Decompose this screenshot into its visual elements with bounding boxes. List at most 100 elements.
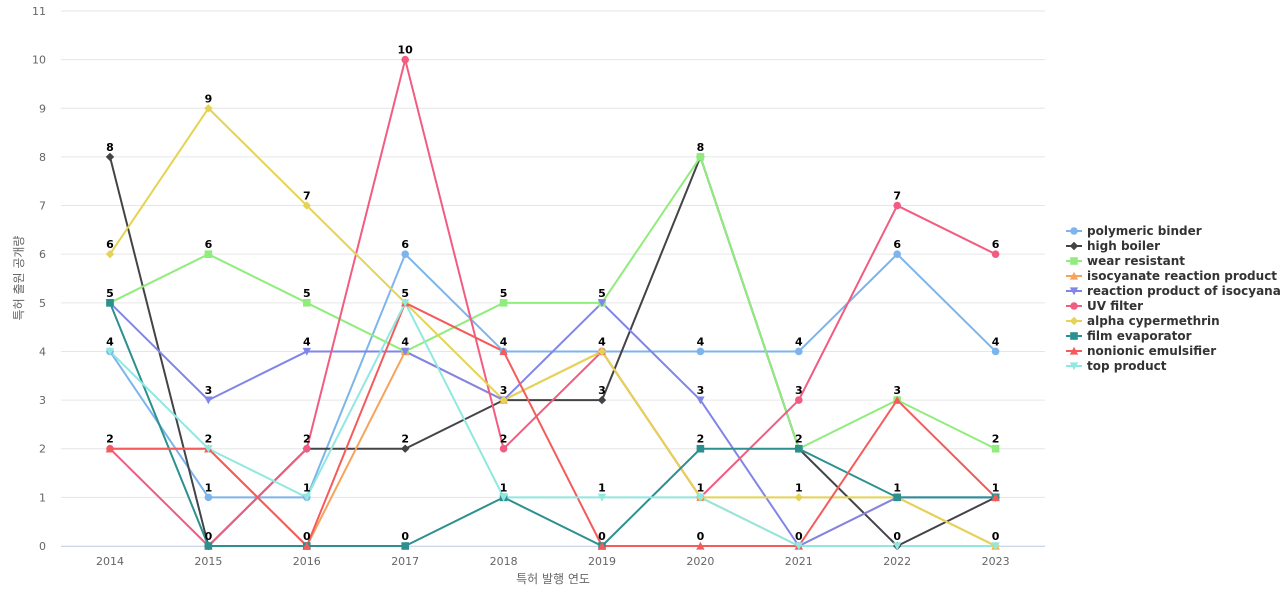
series-line[interactable] xyxy=(109,301,996,547)
data-point[interactable] xyxy=(302,201,311,210)
data-point[interactable] xyxy=(794,542,803,551)
legend-symbol[interactable] xyxy=(1069,241,1079,251)
data-point[interactable] xyxy=(597,541,607,550)
data-point[interactable] xyxy=(597,347,607,356)
data-point[interactable] xyxy=(204,493,213,502)
data-point[interactable] xyxy=(303,299,311,307)
data-label: 4 xyxy=(106,335,114,348)
series-line[interactable] xyxy=(109,155,997,450)
data-label: 0 xyxy=(598,530,606,543)
legend-item[interactable]: film evaporator xyxy=(1066,329,1192,343)
data-point[interactable] xyxy=(893,395,902,404)
data-point[interactable] xyxy=(893,250,901,258)
data-point[interactable] xyxy=(303,444,311,453)
series-line[interactable] xyxy=(109,107,997,547)
data-point[interactable] xyxy=(499,395,508,405)
data-point[interactable] xyxy=(204,542,213,550)
legend-item[interactable]: isocyanate reaction product xyxy=(1066,269,1277,283)
data-label: 7 xyxy=(893,190,901,203)
legend-symbol[interactable] xyxy=(1070,302,1078,310)
legend-symbol[interactable] xyxy=(1070,257,1078,265)
data-point[interactable] xyxy=(696,347,705,356)
data-point[interactable] xyxy=(893,542,902,551)
data-point[interactable] xyxy=(204,445,213,453)
data-label: 3 xyxy=(893,384,901,397)
legend-item[interactable]: polymeric binder xyxy=(1066,224,1202,238)
legend-item[interactable]: high boiler xyxy=(1066,239,1160,253)
x-tick-label: 2019 xyxy=(588,555,616,568)
data-point[interactable] xyxy=(696,153,705,161)
data-point[interactable] xyxy=(401,250,410,258)
data-label: 3 xyxy=(500,384,508,397)
data-point[interactable] xyxy=(302,541,311,550)
data-point[interactable] xyxy=(597,299,607,308)
data-label: 1 xyxy=(205,481,213,494)
data-point[interactable] xyxy=(204,250,213,258)
data-point[interactable] xyxy=(696,396,705,405)
data-point[interactable] xyxy=(991,493,1000,501)
data-point[interactable] xyxy=(401,542,409,550)
data-point[interactable] xyxy=(105,152,115,162)
legend-label: nonionic emulsifier xyxy=(1087,344,1216,358)
data-point[interactable] xyxy=(893,493,901,502)
data-point[interactable] xyxy=(794,493,803,502)
y-tick-label: 5 xyxy=(39,297,46,310)
data-point[interactable] xyxy=(105,249,115,259)
legend-item[interactable]: reaction product of isocyanate xyxy=(1066,284,1280,298)
data-point[interactable] xyxy=(696,444,705,453)
data-point[interactable] xyxy=(795,444,803,453)
series-line[interactable] xyxy=(110,301,997,547)
data-point[interactable] xyxy=(795,347,803,356)
legend-symbol[interactable] xyxy=(1069,362,1079,371)
data-point[interactable] xyxy=(991,444,1000,453)
data-label: 3 xyxy=(205,384,213,397)
data-point[interactable] xyxy=(597,493,607,502)
series-line[interactable] xyxy=(109,301,996,547)
legend-item[interactable]: alpha cypermethrin xyxy=(1066,314,1220,328)
data-point[interactable] xyxy=(696,541,705,550)
data-point[interactable] xyxy=(499,347,508,356)
data-point[interactable] xyxy=(499,444,508,453)
legend-symbol[interactable] xyxy=(1070,332,1078,340)
data-point[interactable] xyxy=(499,493,508,502)
data-point[interactable] xyxy=(991,347,1000,356)
legend-symbol[interactable] xyxy=(1069,271,1079,280)
data-point[interactable] xyxy=(106,299,114,307)
x-tick-label: 2015 xyxy=(194,555,222,568)
data-point[interactable] xyxy=(401,299,410,308)
legend-symbol[interactable] xyxy=(1069,287,1079,296)
x-tick-label: 2022 xyxy=(883,555,911,568)
data-point[interactable] xyxy=(302,493,311,502)
data-point[interactable] xyxy=(401,55,410,64)
data-point[interactable] xyxy=(204,104,213,113)
data-point[interactable] xyxy=(991,250,1000,258)
data-labels: 8654296321075421010654205432154310843210… xyxy=(106,44,1000,543)
data-point[interactable] xyxy=(302,347,311,356)
data-point[interactable] xyxy=(795,396,803,404)
data-point[interactable] xyxy=(499,299,508,307)
legend-item[interactable]: nonionic emulsifier xyxy=(1066,344,1216,358)
data-point[interactable] xyxy=(597,395,607,405)
data-label: 9 xyxy=(205,92,213,105)
data-label: 2 xyxy=(303,433,311,446)
legend-symbol[interactable] xyxy=(1070,227,1078,235)
legend-item[interactable]: top product xyxy=(1066,359,1167,373)
series-line[interactable] xyxy=(109,302,996,547)
data-point[interactable] xyxy=(893,201,901,210)
data-label: 1 xyxy=(697,481,705,494)
data-point[interactable] xyxy=(401,444,410,453)
data-point[interactable] xyxy=(105,347,115,356)
data-label: 5 xyxy=(303,287,311,300)
legend-symbol[interactable] xyxy=(1069,316,1079,326)
data-point[interactable] xyxy=(991,542,1000,551)
data-point[interactable] xyxy=(105,444,115,453)
data-point[interactable] xyxy=(696,493,705,502)
legend-item[interactable]: wear resistant xyxy=(1066,254,1185,268)
legend-symbol[interactable] xyxy=(1069,346,1079,355)
data-label: 0 xyxy=(303,530,311,543)
data-point[interactable] xyxy=(401,347,410,356)
data-point[interactable] xyxy=(204,396,213,405)
legend-item[interactable]: UV filter xyxy=(1066,299,1143,313)
x-tick-label: 2020 xyxy=(686,555,714,568)
